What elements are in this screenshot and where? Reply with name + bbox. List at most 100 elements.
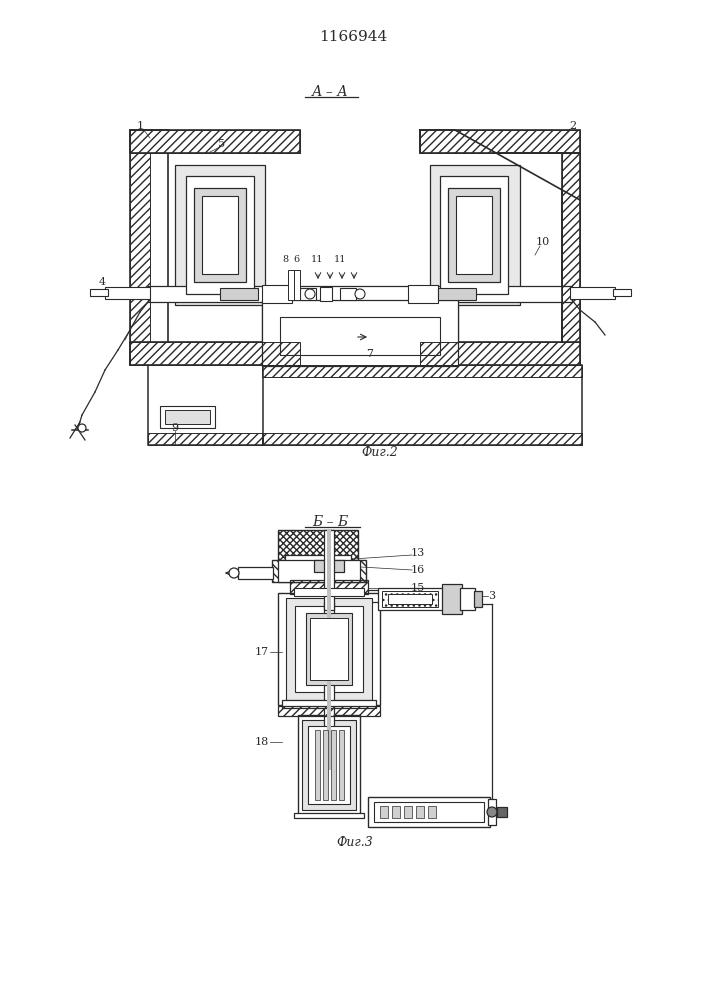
Bar (320, 287, 332, 301)
Bar (378, 588, 443, 610)
Bar (148, 365, 263, 445)
Bar (380, 806, 388, 818)
Bar (272, 560, 366, 582)
Bar (339, 730, 344, 800)
Bar (290, 580, 368, 594)
Bar (428, 806, 436, 818)
Bar (388, 594, 432, 604)
Bar (238, 567, 273, 579)
Bar (440, 176, 508, 294)
Bar (488, 799, 496, 825)
Text: 4: 4 (98, 277, 105, 287)
Text: 2: 2 (569, 121, 577, 131)
Bar (282, 700, 376, 708)
Bar (294, 813, 364, 818)
Text: 5: 5 (218, 139, 226, 149)
Text: 11: 11 (311, 255, 323, 264)
Text: Фиг.3: Фиг.3 (337, 836, 373, 848)
Bar (262, 300, 458, 366)
Bar (130, 342, 300, 365)
Bar (165, 410, 210, 424)
Text: 18: 18 (255, 737, 269, 747)
Bar (280, 317, 440, 355)
Bar (262, 433, 582, 445)
Bar (306, 613, 352, 685)
Text: 16: 16 (411, 565, 425, 575)
Bar (420, 342, 580, 365)
Bar (438, 288, 476, 300)
Bar (130, 130, 300, 153)
Bar (262, 285, 292, 303)
Bar (613, 289, 631, 296)
Bar (408, 285, 438, 303)
Bar (442, 584, 462, 614)
Bar (327, 602, 331, 770)
Bar (175, 165, 265, 305)
Bar (148, 433, 263, 445)
Bar (374, 802, 484, 822)
Bar (294, 588, 364, 596)
Bar (262, 300, 458, 366)
Bar (262, 365, 582, 377)
Bar (497, 807, 507, 817)
Bar (262, 365, 582, 445)
Text: 11: 11 (334, 255, 346, 264)
Bar (416, 806, 424, 818)
Bar (278, 560, 360, 582)
Bar (220, 288, 258, 300)
Bar (300, 288, 316, 300)
Text: 13: 13 (411, 548, 425, 558)
Text: А – А: А – А (312, 85, 349, 99)
Bar (285, 555, 351, 565)
Bar (324, 602, 334, 770)
Text: 17: 17 (255, 647, 269, 657)
Bar (302, 720, 356, 810)
Circle shape (229, 568, 239, 578)
Bar (298, 715, 360, 815)
Bar (315, 730, 320, 800)
Bar (160, 406, 215, 428)
Bar (570, 287, 615, 299)
Bar (202, 196, 238, 274)
Bar (327, 530, 331, 610)
Bar (308, 726, 350, 804)
Bar (278, 593, 380, 705)
Bar (324, 530, 334, 610)
Text: 7: 7 (366, 349, 373, 359)
Text: 8: 8 (282, 255, 288, 264)
Text: 6: 6 (293, 255, 299, 264)
Bar (130, 130, 300, 153)
Bar (310, 618, 348, 680)
Bar (562, 153, 580, 342)
Bar (460, 588, 475, 610)
Bar (130, 342, 300, 365)
Circle shape (305, 289, 315, 299)
Text: 9: 9 (171, 423, 179, 433)
Bar (420, 342, 580, 365)
Bar (278, 530, 358, 562)
Text: 10: 10 (536, 237, 550, 247)
Bar (90, 289, 108, 296)
Circle shape (355, 289, 365, 299)
Bar (130, 130, 168, 365)
Bar (294, 270, 300, 300)
Bar (186, 176, 254, 294)
Bar (420, 130, 580, 153)
Text: 3: 3 (489, 591, 496, 601)
Bar (448, 188, 500, 282)
Text: 1166944: 1166944 (319, 30, 387, 44)
Bar (130, 153, 150, 342)
Circle shape (78, 424, 86, 432)
Bar (286, 598, 372, 700)
Bar (314, 560, 344, 572)
Text: Фиг.2: Фиг.2 (361, 446, 398, 458)
Bar (194, 188, 246, 282)
Bar (368, 797, 490, 827)
Bar (562, 153, 580, 342)
Bar (456, 196, 492, 274)
Bar (105, 287, 150, 299)
Bar (404, 806, 412, 818)
Text: 1: 1 (136, 121, 144, 131)
Polygon shape (420, 130, 580, 342)
Bar (331, 730, 336, 800)
